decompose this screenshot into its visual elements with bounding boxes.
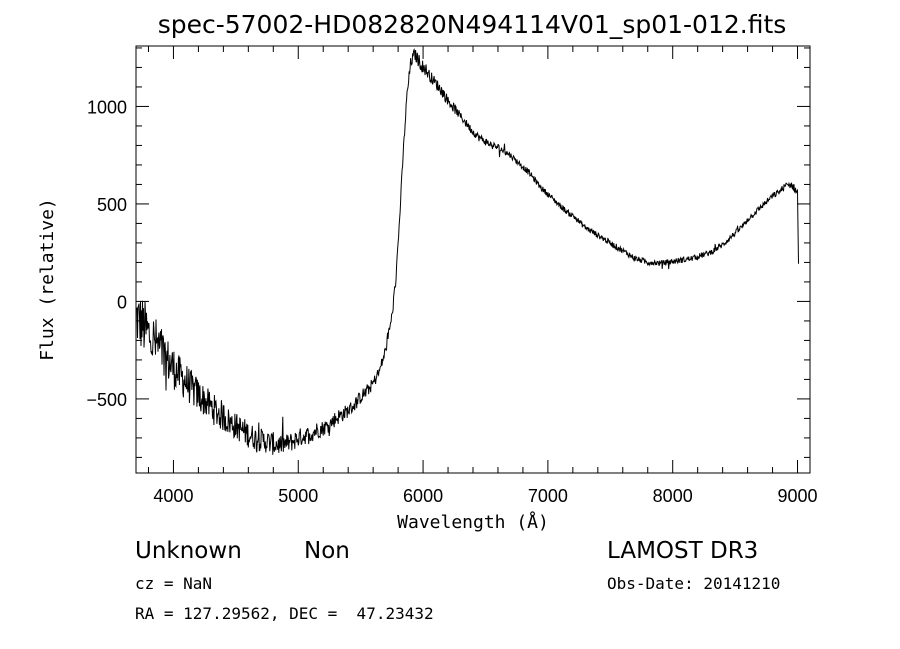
- y-tick-label: 500: [97, 195, 127, 215]
- x-axis-label: Wavelength (Å): [397, 511, 549, 533]
- x-tick-label: 4000: [153, 486, 193, 506]
- x-tick-label: 5000: [278, 486, 318, 506]
- tick-labels: 4000 5000 6000 7000 8000 9000 −500 0 500 1000: [86, 97, 817, 506]
- plot-frame: [135, 45, 811, 474]
- x-tick-label: 7000: [528, 486, 568, 506]
- redshift-label: cz = NaN: [135, 574, 213, 593]
- survey-label: LAMOST DR3: [607, 538, 759, 564]
- chart-title: spec-57002-HD082820N494114V01_sp01-012.f…: [158, 10, 787, 39]
- subclass-label: Non: [304, 538, 350, 564]
- y-tick-label: 1000: [87, 97, 127, 117]
- y-tick-label: −500: [86, 390, 127, 410]
- x-tick-label: 6000: [403, 486, 443, 506]
- coordinates-label: RA = 127.29562, DEC = 47.23432: [135, 604, 434, 623]
- flux-series-line: [135, 48, 799, 455]
- x-tick-label: 8000: [653, 486, 693, 506]
- obs-date-label: Obs-Date: 20141210: [607, 574, 781, 593]
- object-class-label: Unknown: [135, 538, 242, 564]
- y-tick-label: 0: [117, 292, 127, 312]
- x-tick-label: 9000: [777, 486, 817, 506]
- y-axis-label: Flux (relative): [37, 198, 58, 361]
- tick-marks: [136, 46, 810, 473]
